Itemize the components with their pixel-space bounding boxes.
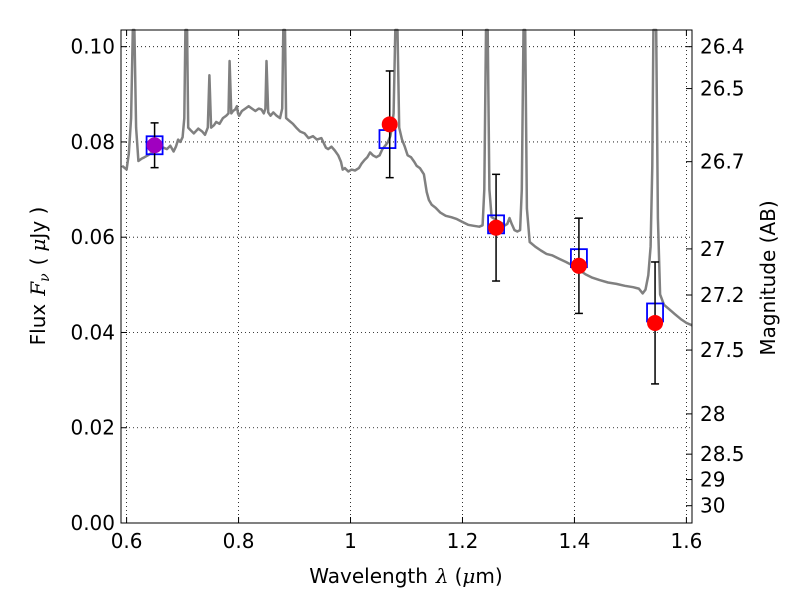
x-axis-label-unit-rest: m) [475, 564, 502, 588]
y-tick-label-5: 0.10 [70, 35, 115, 59]
data-point-2 [488, 219, 505, 236]
data-point-4 [647, 314, 664, 331]
mag-tick-label-2: 26.7 [700, 150, 745, 174]
x-axis-label: Wavelength λ (μm) [309, 564, 502, 588]
data-point-3 [570, 257, 587, 274]
mag-tick-label-6: 28 [700, 402, 725, 426]
y-axis-label-unit-mu: μ [26, 239, 50, 252]
x-axis-label-unit-open: ( [455, 564, 463, 588]
observed-photometry-layer [146, 70, 664, 385]
x-tick-label-0: 0.6 [111, 529, 143, 553]
mag-tick-label-0: 26.4 [700, 35, 745, 59]
mag-tick-label-4: 27.2 [700, 283, 745, 307]
x-axis-label-symbol: λ [435, 564, 449, 588]
spectrum-layer [121, 28, 693, 327]
x-axis-label-unit-mu: μ [462, 564, 475, 588]
ticks: 0.6 0.8 1 1.2 1.4 1.6 0.00 0.02 0.04 0.06 0.08 0.10… [70, 30, 745, 553]
data-point-0 [146, 137, 163, 154]
y-tick-label-1: 0.02 [70, 416, 115, 440]
y-axis-label-text: Flux [26, 304, 50, 346]
y-tick-label-4: 0.08 [70, 130, 115, 154]
x-tick-label-1: 0.8 [223, 529, 255, 553]
x-tick-label-4: 1.4 [559, 529, 591, 553]
x-tick-label-3: 1.2 [447, 529, 479, 553]
model-spectrum-line [121, 28, 693, 327]
y-tick-label-2: 0.04 [70, 320, 115, 344]
x-tick-label-5: 1.6 [670, 529, 702, 553]
y-tick-label-3: 0.06 [70, 225, 115, 249]
x-axis-label-text: Wavelength [309, 564, 428, 588]
plot-background [121, 30, 692, 523]
y-axis-label: Flux Fν ( μJy ) [26, 207, 53, 346]
y-axis-label-symbol: F [26, 281, 50, 297]
y-tick-label-0: 0.00 [70, 511, 115, 535]
mag-tick-label-5: 27.5 [700, 338, 745, 362]
mag-tick-label-7: 28.5 [700, 442, 745, 466]
data-point-1 [381, 116, 398, 133]
mag-tick-label-8: 29 [700, 468, 725, 492]
mag-tick-label-1: 26.5 [700, 77, 745, 101]
y-axis-label-unit-open: ( [26, 258, 50, 266]
x-tick-label-2: 1 [344, 529, 357, 553]
mag-tick-label-9: 30 [700, 494, 725, 518]
plot-frame [120, 29, 693, 524]
y2-axis-label: Magnitude (AB) [756, 200, 780, 355]
y-axis-label-subscript: ν [37, 273, 53, 282]
y-axis-label-unit-rest: Jy ) [26, 207, 50, 241]
mag-tick-label-3: 27 [700, 237, 725, 261]
